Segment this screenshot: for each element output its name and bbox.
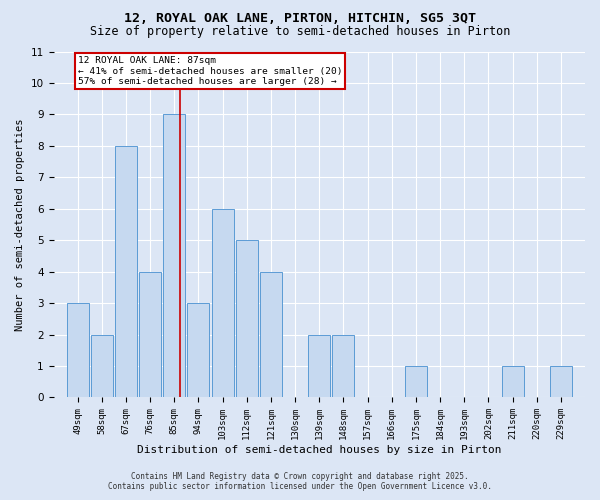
Bar: [308, 334, 330, 398]
Bar: [115, 146, 137, 398]
Bar: [139, 272, 161, 398]
Text: 12 ROYAL OAK LANE: 87sqm
← 41% of semi-detached houses are smaller (20)
57% of s: 12 ROYAL OAK LANE: 87sqm ← 41% of semi-d…: [77, 56, 342, 86]
Text: Contains HM Land Registry data © Crown copyright and database right 2025.
Contai: Contains HM Land Registry data © Crown c…: [108, 472, 492, 491]
Bar: [236, 240, 258, 398]
Bar: [163, 114, 185, 398]
Bar: [67, 303, 89, 398]
Bar: [405, 366, 427, 398]
Text: Size of property relative to semi-detached houses in Pirton: Size of property relative to semi-detach…: [90, 25, 510, 38]
Y-axis label: Number of semi-detached properties: Number of semi-detached properties: [15, 118, 25, 330]
X-axis label: Distribution of semi-detached houses by size in Pirton: Distribution of semi-detached houses by …: [137, 445, 502, 455]
Bar: [260, 272, 282, 398]
Bar: [212, 209, 233, 398]
Bar: [187, 303, 209, 398]
Bar: [502, 366, 524, 398]
Bar: [91, 334, 113, 398]
Bar: [550, 366, 572, 398]
Bar: [332, 334, 355, 398]
Text: 12, ROYAL OAK LANE, PIRTON, HITCHIN, SG5 3QT: 12, ROYAL OAK LANE, PIRTON, HITCHIN, SG5…: [124, 12, 476, 26]
